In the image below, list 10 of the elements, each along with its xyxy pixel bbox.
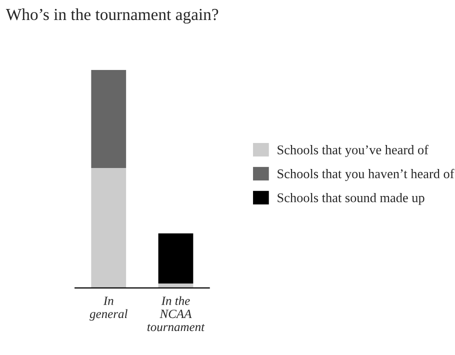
bar: [158, 233, 194, 284]
x-tick-label: In general: [90, 296, 128, 321]
x-tick-label: In the NCAA tournament: [147, 296, 205, 332]
chart-title: Who’s in the tournament again?: [6, 8, 218, 24]
bar: [91, 70, 126, 168]
bar: [91, 168, 126, 288]
bar: [158, 284, 194, 288]
legend-label: Schools that you haven’t heard of: [278, 168, 454, 181]
legend-label: Schools that you’ve heard of: [278, 144, 428, 158]
legend-label: Schools that sound made up: [278, 192, 424, 205]
